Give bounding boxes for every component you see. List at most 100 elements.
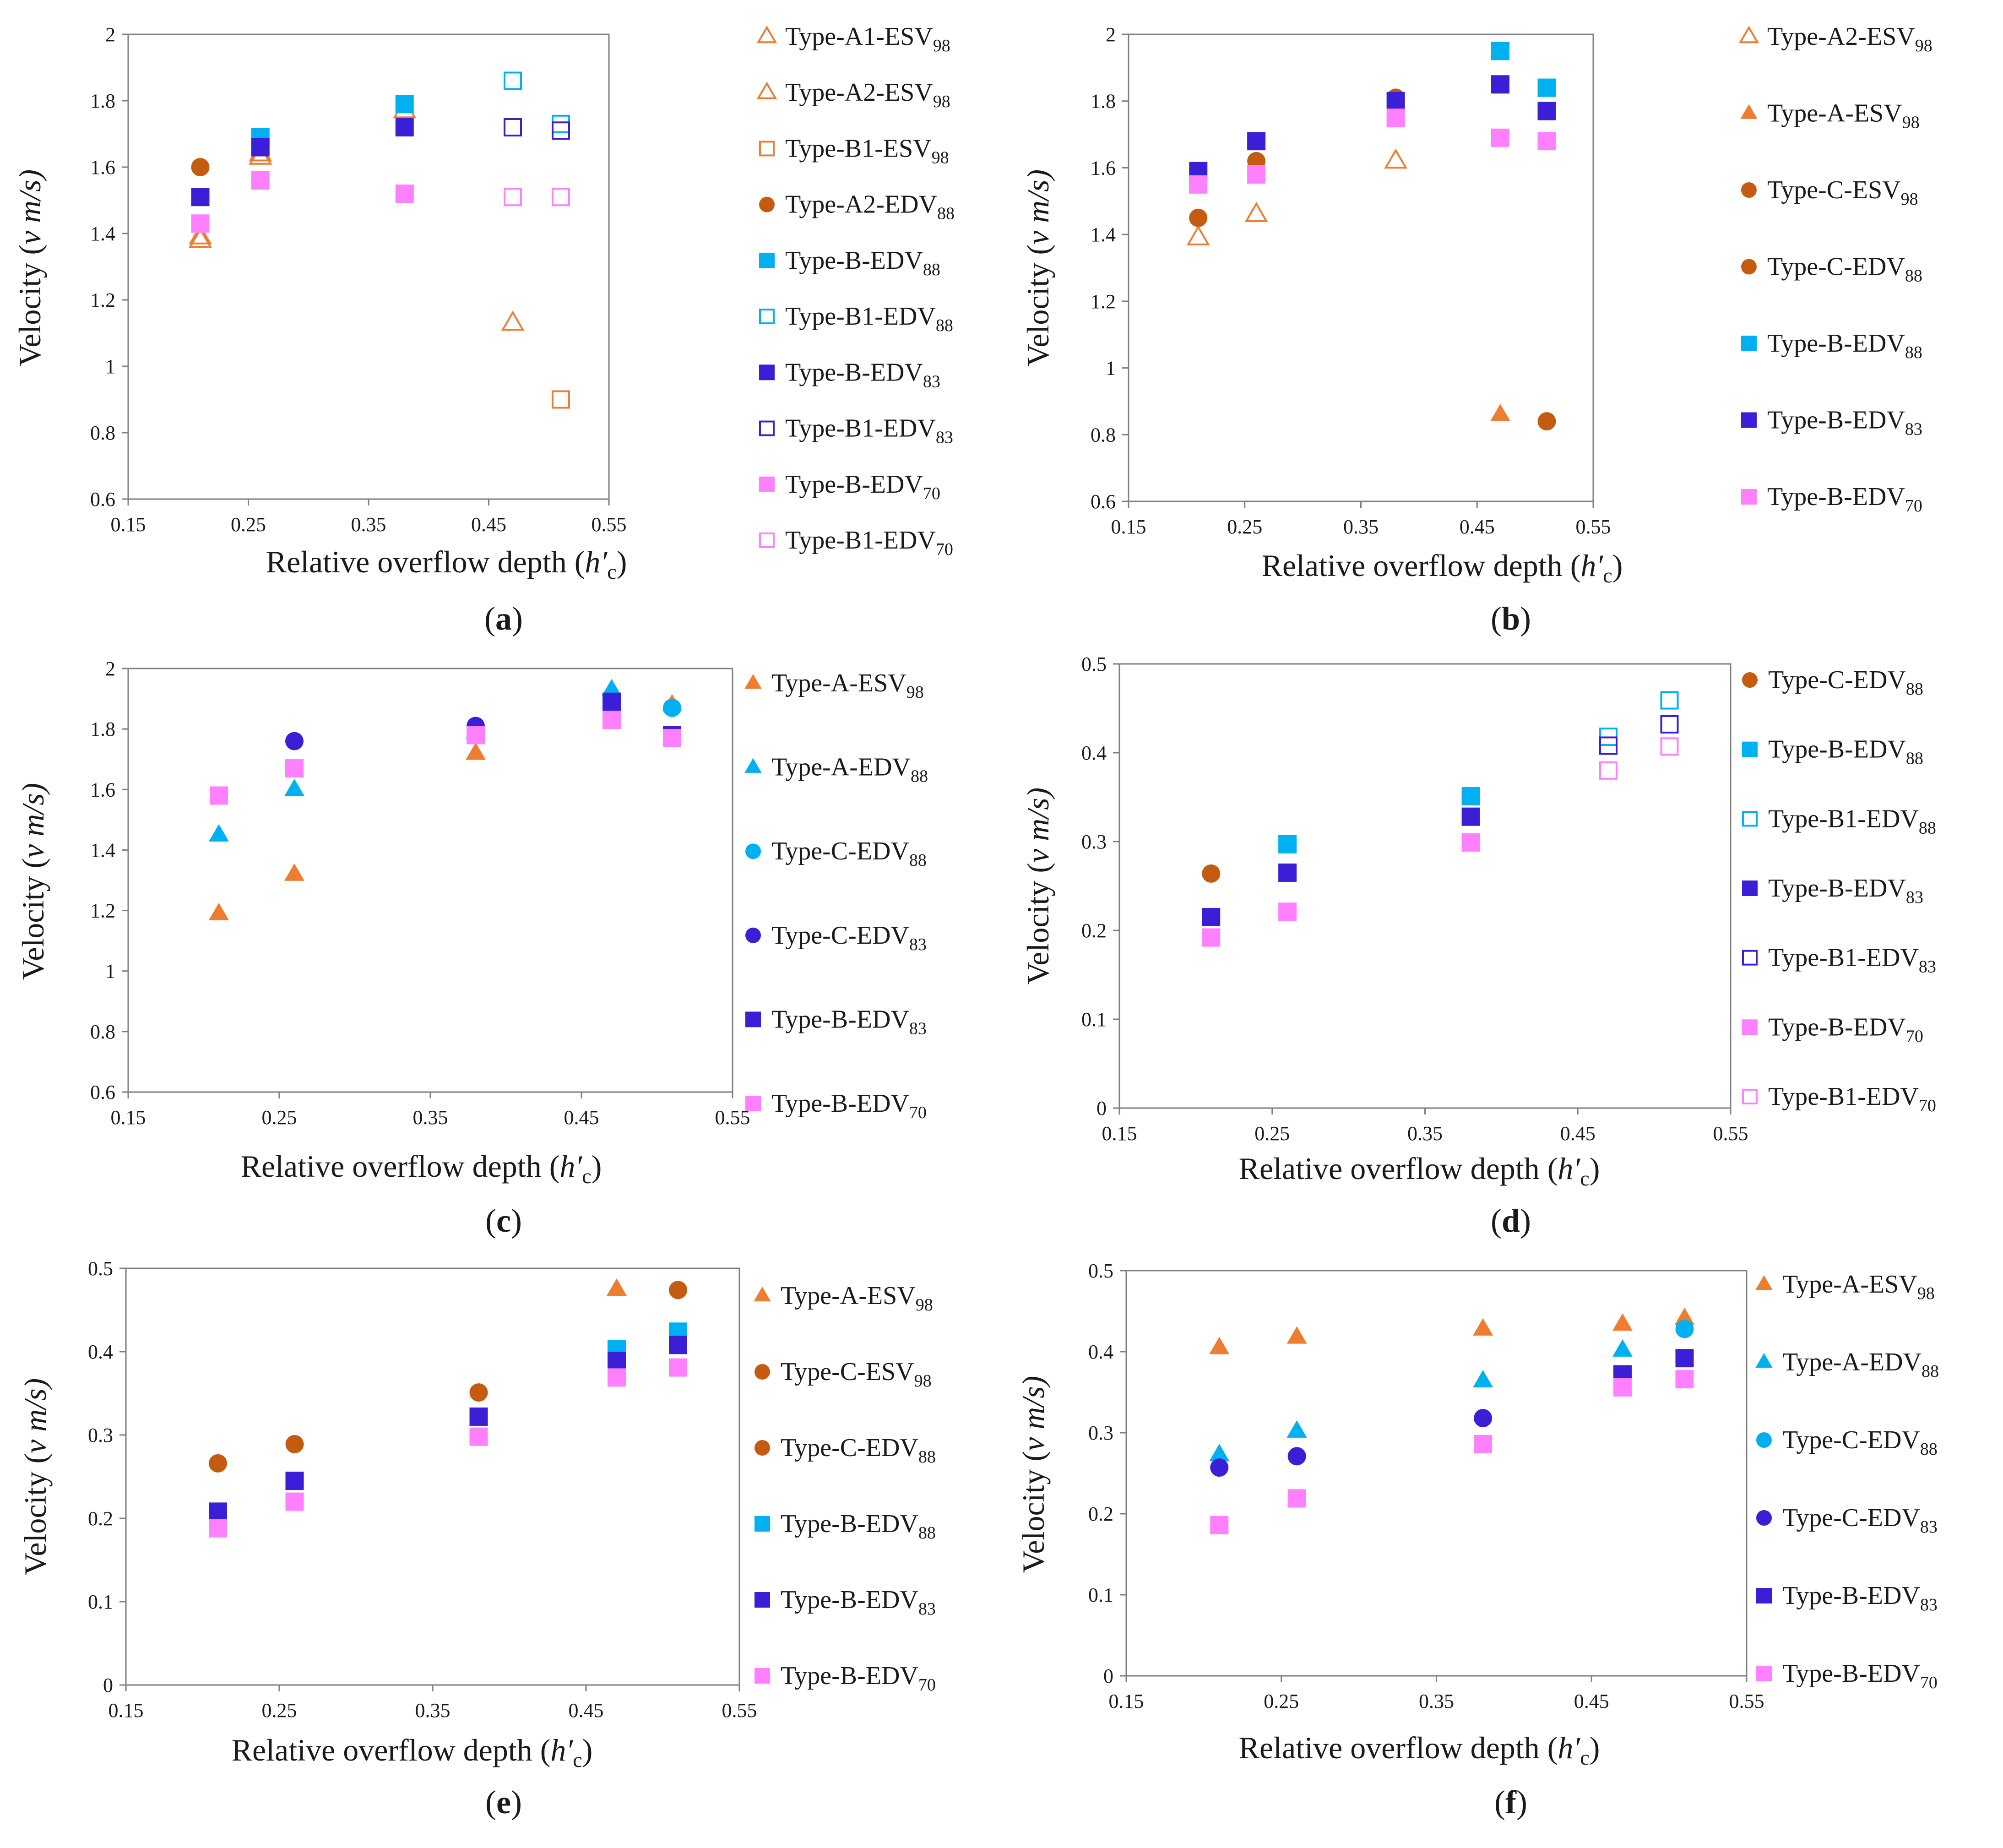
data-point (552, 121, 570, 140)
y-tick-label: 1 (105, 355, 115, 378)
data-point (1675, 1320, 1694, 1338)
y-tick-label: 1.6 (1091, 157, 1116, 179)
legend-label: Type-B-EDV70 (771, 1089, 927, 1122)
data-point (669, 1281, 687, 1299)
data-point (466, 742, 486, 760)
legend-marker (759, 476, 775, 492)
data-point (501, 310, 525, 331)
y-tick-label: 1.2 (1091, 290, 1116, 313)
data-point (1537, 132, 1556, 151)
x-tick-label: 0.45 (1574, 1690, 1609, 1712)
y-axis-label: Velocity (v m/s) (1020, 788, 1055, 985)
legend-label: Type-A-ESV98 (1782, 1270, 1935, 1303)
data-point (1461, 787, 1480, 806)
plot-area (1118, 663, 1732, 1109)
x-tick-label: 0.15 (1109, 1690, 1144, 1712)
x-tick-label: 0.55 (592, 513, 627, 536)
legend-marker (1740, 104, 1758, 119)
data-point (285, 732, 304, 750)
data-point (1189, 175, 1208, 194)
data-point (191, 214, 210, 233)
data-point (209, 1502, 227, 1521)
legend-marker (759, 309, 775, 325)
panel-caption: (d) (1491, 1202, 1531, 1239)
legend-label: Type-B1-EDV83 (785, 414, 953, 447)
legend-label: Type-B-EDV83 (785, 358, 940, 391)
y-tick-label: 2 (1106, 23, 1116, 46)
data-point (189, 224, 212, 245)
data-point (669, 1358, 687, 1377)
y-tick-label: 0.5 (88, 1257, 113, 1280)
data-point (1473, 1318, 1493, 1336)
legend-marker (745, 1011, 761, 1027)
data-point (1660, 737, 1679, 756)
data-point (469, 1383, 488, 1402)
x-tick-label: 0.55 (1576, 516, 1611, 538)
data-point (1461, 807, 1480, 826)
x-tick-label: 0.25 (1254, 1122, 1290, 1145)
x-tick-label: 0.55 (715, 1106, 750, 1129)
panel-caption: (a) (484, 600, 523, 637)
legend-label: Type-B1-ESV98 (785, 134, 949, 167)
legend-label: Type-B-EDV83 (1768, 874, 1923, 907)
legend-marker (1755, 1353, 1773, 1368)
panel-caption: (f) (1494, 1784, 1527, 1821)
chart-panel-c: 0.15 0.25 0.35 0.45 0.55 0.6 0.8 1 1.2 1.4 1.6 1.8 2… (16, 658, 928, 1239)
legend-marker (755, 1516, 770, 1532)
x-axis-label: Relative overflow depth (h′c) (1239, 1730, 1600, 1769)
data-point (469, 1407, 488, 1426)
legend-label: Type-B-EDV83 (781, 1586, 936, 1619)
data-point (552, 114, 570, 133)
data-point (209, 824, 229, 842)
legend-label: Type-C-EDV88 (1782, 1426, 1938, 1459)
plot-area (127, 33, 610, 500)
data-point (669, 1336, 687, 1354)
legend-marker (759, 252, 775, 268)
legend-label: Type-C-EDV88 (781, 1434, 936, 1467)
data-point (504, 118, 522, 136)
x-tick-label: 0.45 (471, 513, 506, 536)
data-point (285, 1492, 304, 1511)
data-point (552, 188, 570, 207)
data-point (1386, 109, 1405, 127)
data-point (1278, 902, 1297, 921)
x-tick-label: 0.45 (569, 1699, 604, 1722)
data-point (285, 1435, 304, 1454)
y-tick-label: 1.6 (90, 156, 115, 179)
y-tick-label: 0.3 (1081, 831, 1107, 853)
data-point (1490, 404, 1510, 422)
data-point (1384, 148, 1408, 169)
data-point (1202, 928, 1221, 947)
y-tick-label: 0.4 (1081, 742, 1107, 764)
y-tick-label: 1 (1106, 357, 1116, 380)
legend-label: Type-B-EDV83 (771, 1005, 927, 1038)
data-point (1287, 1447, 1306, 1466)
x-tick-label: 0.35 (1343, 516, 1379, 538)
data-point (251, 138, 270, 157)
data-point (1537, 412, 1556, 431)
legend-label: Type-B-EDV70 (785, 470, 940, 503)
data-point (608, 1352, 626, 1370)
data-point (189, 227, 212, 248)
data-point (1247, 165, 1266, 184)
y-tick-label: 0.5 (1081, 653, 1107, 675)
data-point (395, 118, 414, 136)
plot-area (1128, 33, 1594, 502)
legend-label: Type-B1-EDV70 (785, 526, 953, 559)
legend-label: Type-C-EDV83 (771, 921, 927, 954)
y-tick-label: 0.8 (1091, 424, 1116, 446)
data-point (210, 786, 228, 805)
legend-label: Type-A-ESV98 (1767, 99, 1920, 132)
data-point (602, 679, 622, 696)
legend-label: Type-A2-ESV98 (785, 78, 950, 111)
x-tick-label: 0.15 (1111, 516, 1146, 538)
data-point (191, 188, 210, 207)
legend-marker (1742, 1019, 1758, 1035)
data-point (1537, 78, 1556, 97)
chart-panel-e: 0.15 0.25 0.35 0.45 0.55 0 0.1 0.2 0.3 0.4 0.5 Rela… (18, 1257, 936, 1821)
legend-marker (756, 82, 777, 99)
legend-marker (1742, 950, 1758, 966)
legend-marker (1756, 1666, 1772, 1681)
data-point (504, 188, 522, 207)
x-tick-label: 0.25 (1227, 516, 1262, 538)
